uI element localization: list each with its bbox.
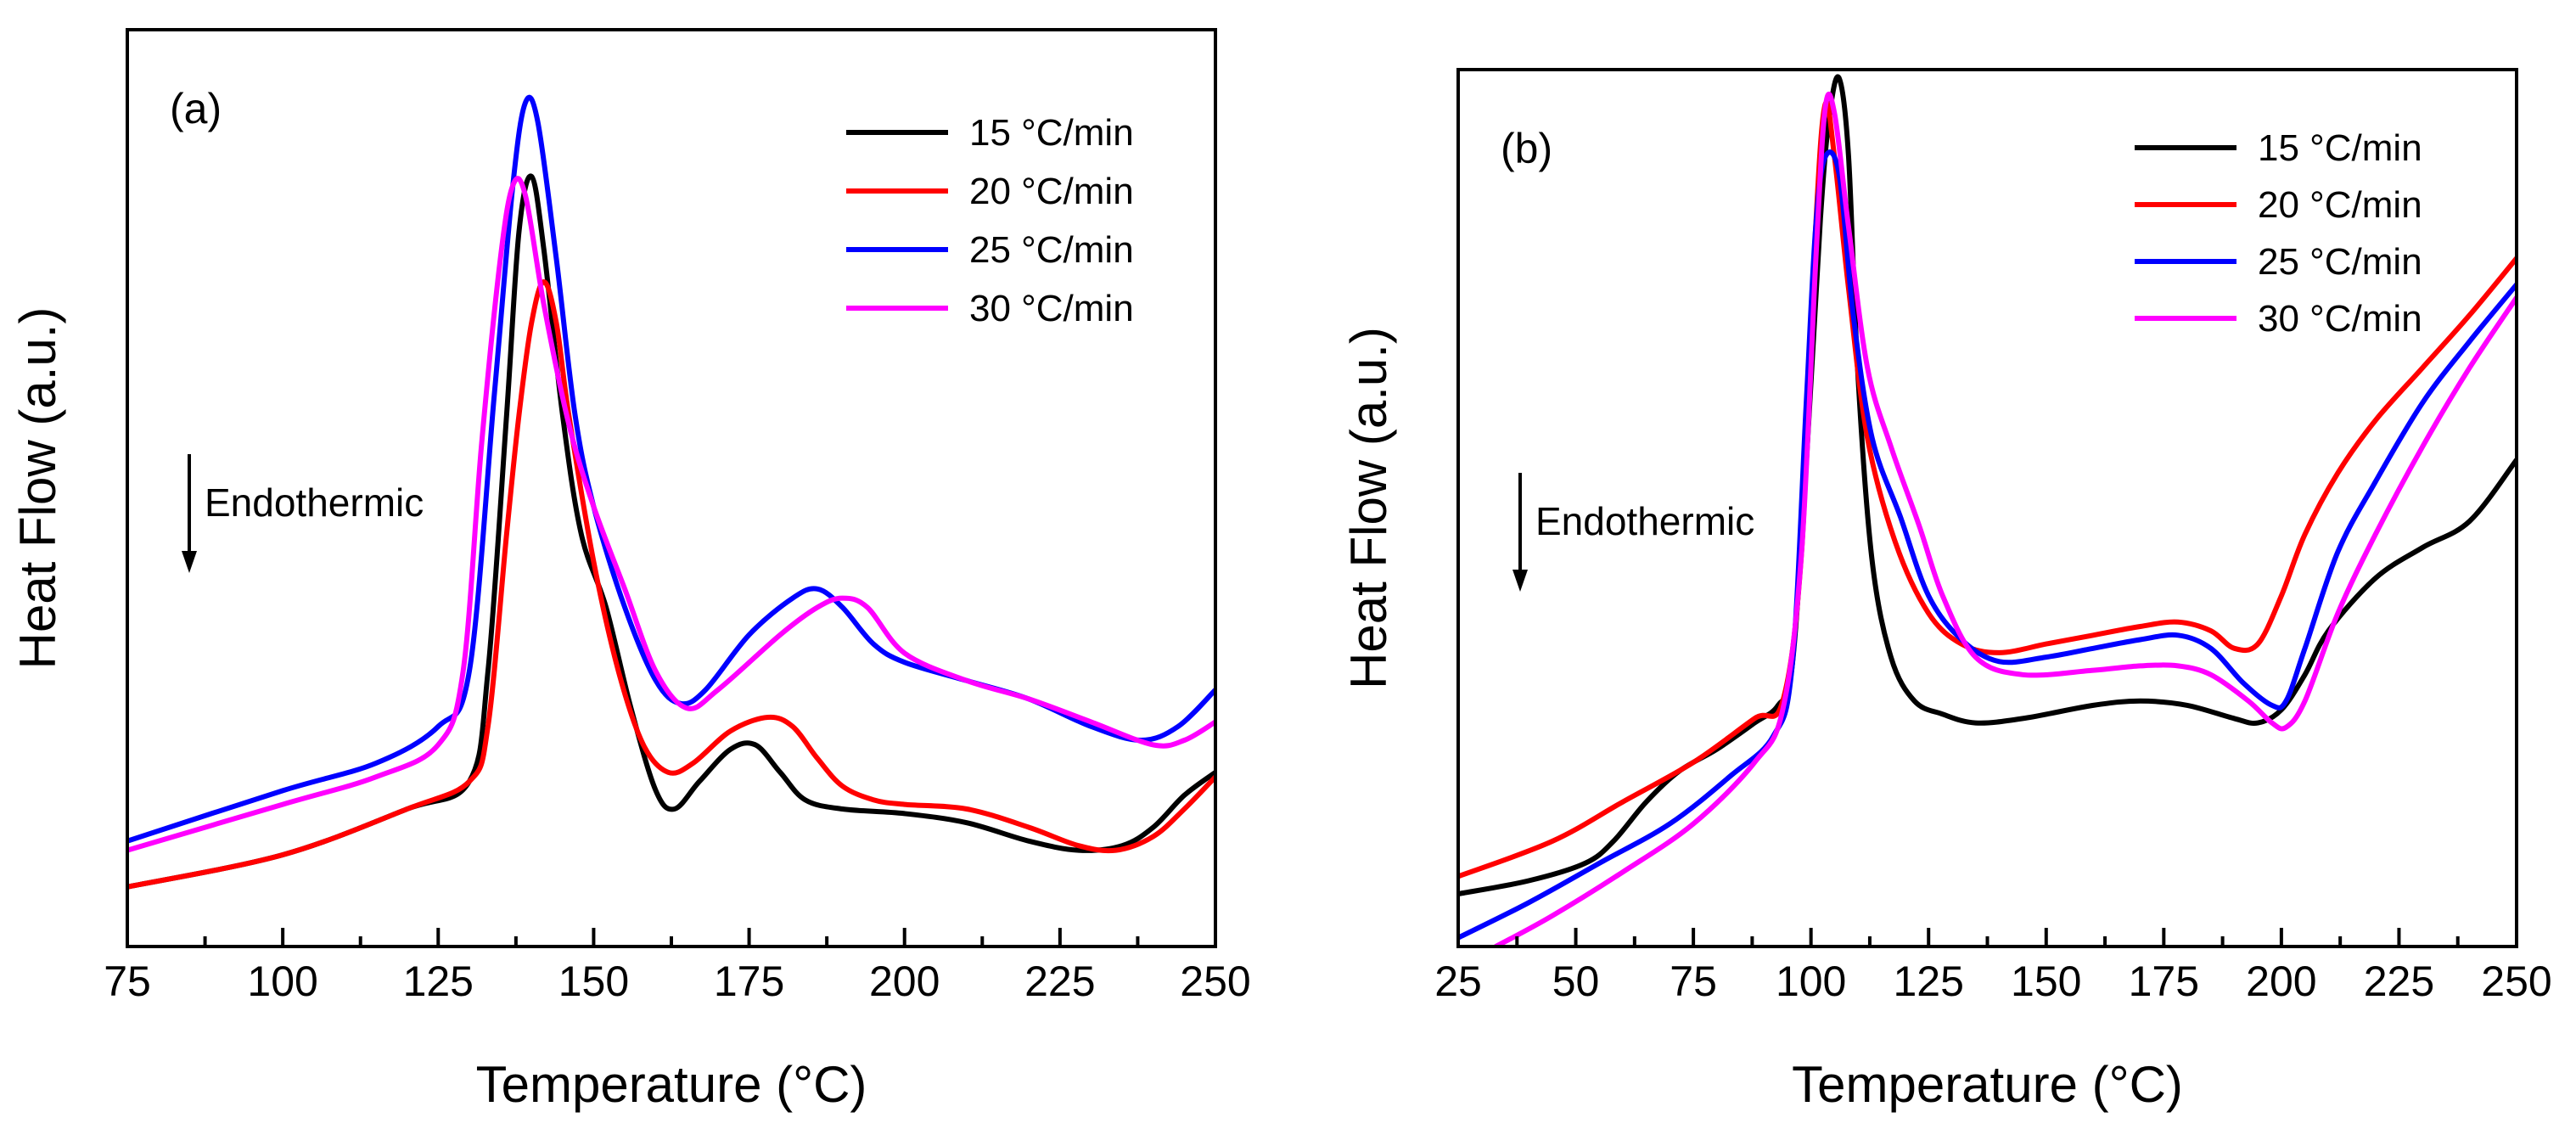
x-tick-label: 100 <box>1776 958 1846 1005</box>
x-tick-label: 200 <box>2246 958 2316 1005</box>
legend-label-1: 15 °C/min <box>2258 127 2422 169</box>
y-axis-title: Heat Flow (a.u.) <box>9 307 66 670</box>
x-tick-label: 250 <box>2481 958 2551 1005</box>
x-tick-label: 150 <box>558 958 629 1005</box>
panel-label: (a) <box>170 85 222 132</box>
panel-label: (b) <box>1501 125 1552 172</box>
x-tick-label: 125 <box>1894 958 1964 1005</box>
legend-label-3: 25 °C/min <box>969 229 1134 271</box>
x-tick-label: 250 <box>1180 958 1250 1005</box>
series-group <box>1458 74 2517 947</box>
x-tick-label: 50 <box>1552 958 1600 1005</box>
endothermic-label: Endothermic <box>1535 499 1754 543</box>
series-group <box>127 94 1215 890</box>
legend-label-4: 30 °C/min <box>2258 298 2422 340</box>
x-tick-label: 25 <box>1434 958 1482 1005</box>
chart-panel-b: 25 50 75 100 125 150 175 200 225 250 Temperature (… <box>1340 68 2552 1113</box>
x-tick-label: 75 <box>104 958 151 1005</box>
x-tick-label: 225 <box>2364 958 2434 1005</box>
x-tick-label: 225 <box>1024 958 1095 1005</box>
legend-label-2: 20 °C/min <box>969 171 1134 212</box>
legend-label-4: 30 °C/min <box>969 288 1134 329</box>
x-axis-title: Temperature (°C) <box>476 1056 867 1113</box>
series-line-4 <box>127 176 1215 853</box>
x-tick-label: 175 <box>714 958 784 1005</box>
x-tick-label: 150 <box>2011 958 2081 1005</box>
legend-label-3: 25 °C/min <box>2258 241 2422 283</box>
x-tick-label: 200 <box>869 958 940 1005</box>
legend-label-1: 15 °C/min <box>969 112 1134 154</box>
endothermic-arrow-head <box>182 551 197 573</box>
endothermic-label: Endothermic <box>205 480 424 525</box>
x-axis-title: Temperature (°C) <box>1792 1056 2183 1113</box>
x-tick-label: 125 <box>403 958 474 1005</box>
series-line-1 <box>127 173 1215 890</box>
series-line-4 <box>1493 91 2517 947</box>
series-line-2 <box>127 279 1215 890</box>
legend-label-2: 20 °C/min <box>2258 184 2422 226</box>
chart-panel-a: 75 100 125 150 175 200 225 250 Temperature (°C) H… <box>9 28 1251 1113</box>
x-tick-label: 75 <box>1670 958 1717 1005</box>
x-tick-label: 175 <box>2129 958 2199 1005</box>
y-axis-title: Heat Flow (a.u.) <box>1340 327 1397 689</box>
x-tick-label: 100 <box>247 958 317 1005</box>
endothermic-arrow-head <box>1512 570 1528 592</box>
